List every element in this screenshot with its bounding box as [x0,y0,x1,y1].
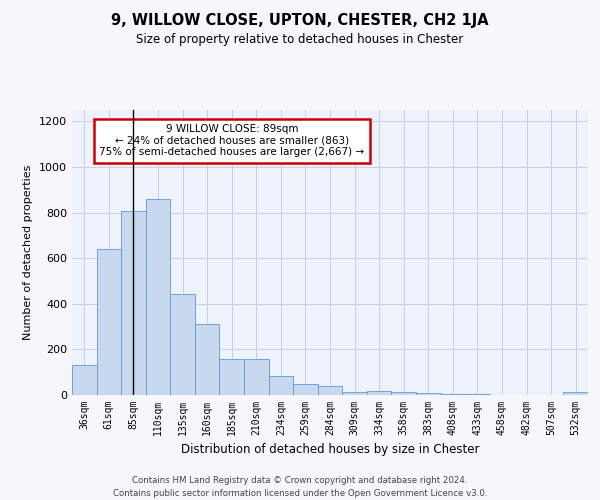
Bar [416,392,440,395]
Bar [97,249,121,395]
Bar [563,392,588,395]
X-axis label: Distribution of detached houses by size in Chester: Distribution of detached houses by size … [181,444,479,456]
Bar [170,294,195,395]
Bar [146,199,170,395]
Bar [220,358,244,395]
Bar [391,392,416,395]
Bar [440,394,465,395]
Bar [465,394,490,395]
Bar [72,366,97,395]
Bar [195,324,220,395]
Bar [269,376,293,395]
Text: 9, WILLOW CLOSE, UPTON, CHESTER, CH2 1JA: 9, WILLOW CLOSE, UPTON, CHESTER, CH2 1JA [111,12,489,28]
Bar [121,212,146,395]
Bar [367,391,391,395]
Y-axis label: Number of detached properties: Number of detached properties [23,165,34,340]
Text: 9 WILLOW CLOSE: 89sqm
← 24% of detached houses are smaller (863)
75% of semi-det: 9 WILLOW CLOSE: 89sqm ← 24% of detached … [100,124,365,158]
Text: Size of property relative to detached houses in Chester: Size of property relative to detached ho… [136,32,464,46]
Bar [293,384,318,395]
Bar [244,358,269,395]
Bar [342,392,367,395]
Text: Contains HM Land Registry data © Crown copyright and database right 2024.
Contai: Contains HM Land Registry data © Crown c… [113,476,487,498]
Bar [318,386,342,395]
